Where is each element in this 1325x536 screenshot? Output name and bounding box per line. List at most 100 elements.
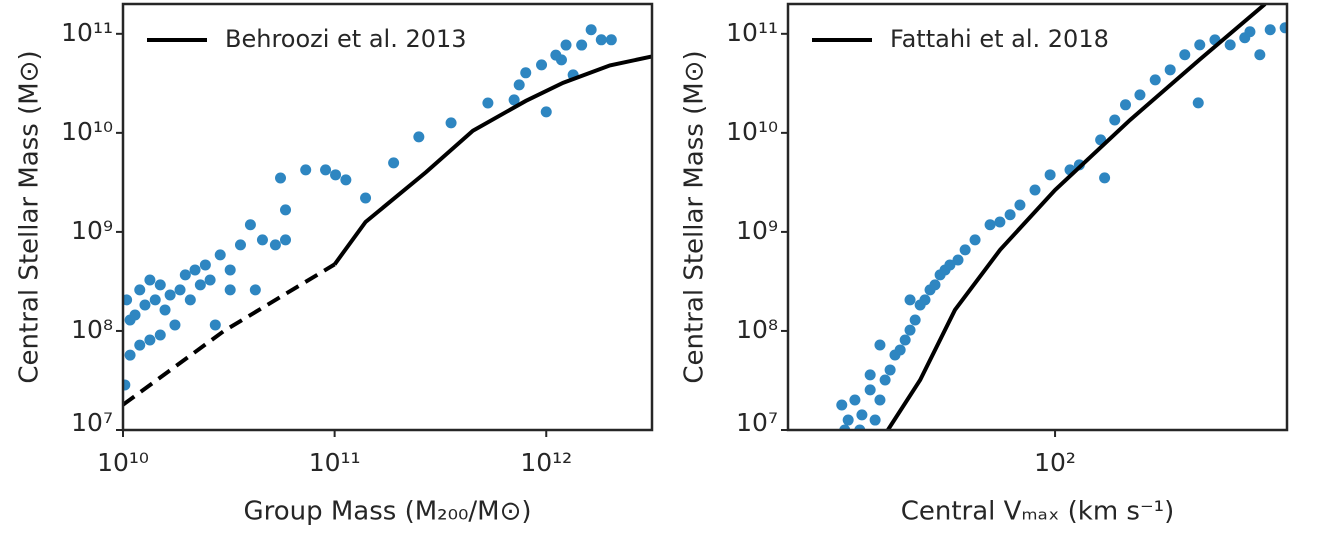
scatter-point [1120,99,1132,111]
scatter-point [189,264,201,276]
scatter-point [513,79,525,91]
scatter-point [576,39,588,51]
scatter-point [536,59,548,71]
axes-frame [121,2,654,432]
scatter-point [275,172,287,184]
axes-frame [786,2,1289,432]
legend-label: Fattahi et al. 2018 [890,25,1109,53]
scatter-point [929,279,941,291]
scatter-point [194,279,206,291]
scatter-point [224,264,236,276]
scatter-point [1254,49,1266,61]
scatter-point [849,394,861,406]
scatter-point [944,259,956,271]
scatter-point [984,219,996,231]
scatter-point [520,67,532,79]
scatter-point [123,379,131,391]
y-tick-label: 10⁸ [71,315,113,344]
scatter-point [1194,39,1206,51]
scatter-point [123,294,133,306]
y-axis-label: Central Stellar Mass (M⊙) [15,50,45,383]
scatter-point [199,259,211,271]
scatter-point [134,284,146,296]
scatter-point [909,314,921,326]
scatter-point [508,94,520,106]
scatter-point [300,164,312,176]
scatter-point [879,374,891,386]
scatter-point [1244,26,1256,38]
scatter-point [540,106,552,118]
scatter-point [174,284,186,296]
scatter-point [1264,24,1276,36]
scatter-point [854,424,866,430]
scatter-point [969,234,981,246]
scatter-point [144,274,156,286]
scatter-point [280,204,292,216]
scatter-point [330,169,342,181]
scatter-point [184,294,196,306]
scatter-point [214,249,226,261]
scatter-point [605,34,617,46]
scatter-point [952,254,964,266]
y-tick-label: 10⁷ [71,408,113,437]
scatter-point [154,329,166,341]
scatter-point [874,394,886,406]
scatter-point [1164,64,1176,76]
scatter-point [555,54,567,66]
scatter-point [340,174,352,186]
scatter-point [836,399,848,411]
x-tick-label: 10¹¹ [309,448,361,477]
y-tick-label: 10⁹ [71,216,113,245]
scatter-point [388,157,400,169]
scatter-point [159,304,171,316]
scatter-point [994,216,1006,228]
scatter-point [224,284,236,296]
scatter-point [864,384,876,396]
scatter-point [1044,169,1056,181]
x-axis-label: Group Mass (M₂₀₀/M⊙) [243,497,531,527]
scatter-point [129,309,141,321]
x-axis-label: Central Vₘₐₓ (km s⁻¹) [901,497,1175,527]
y-tick-label: 10¹¹ [61,18,113,47]
scatter-point [234,239,246,251]
scatter-point [899,334,911,346]
model-line [886,4,1267,430]
y-tick-label: 10¹¹ [726,18,778,47]
scatter-point [280,234,292,246]
scatter-point [256,234,268,246]
scatter-point [124,349,136,361]
scatter-point [482,97,494,109]
scatter-point [1014,199,1026,211]
scatter-point [144,334,156,346]
scatter-point [560,39,572,51]
scatter-point [894,344,906,356]
legend-label: Behroozi et al. 2013 [225,25,467,53]
scatter-point [204,274,216,286]
scatter-point [169,319,181,331]
x-tick-label: 10¹⁰ [97,448,149,477]
scatter-point [874,339,886,351]
model-line [333,54,652,266]
plot-area [123,24,652,407]
scatter-point [139,299,151,311]
scatter-point [1099,172,1111,184]
scatter-point [842,414,854,426]
scatter-point [864,369,876,381]
x-tick-label: 10² [1034,448,1076,477]
scatter-point [360,192,372,204]
scatter-point [919,294,931,306]
scatter-point [1029,184,1041,196]
x-tick-label: 10¹² [520,448,572,477]
scatter-point [1004,209,1016,221]
scatter-point [413,131,425,143]
scatter-point [904,324,916,336]
scatter-point [1149,74,1161,86]
scatter-point [884,364,896,376]
scatter-point [164,289,176,301]
scatter-point [269,239,281,251]
scatter-point [839,424,851,430]
scatter-point [244,219,256,231]
scatter-point [249,284,261,296]
scatter-point [959,244,971,256]
